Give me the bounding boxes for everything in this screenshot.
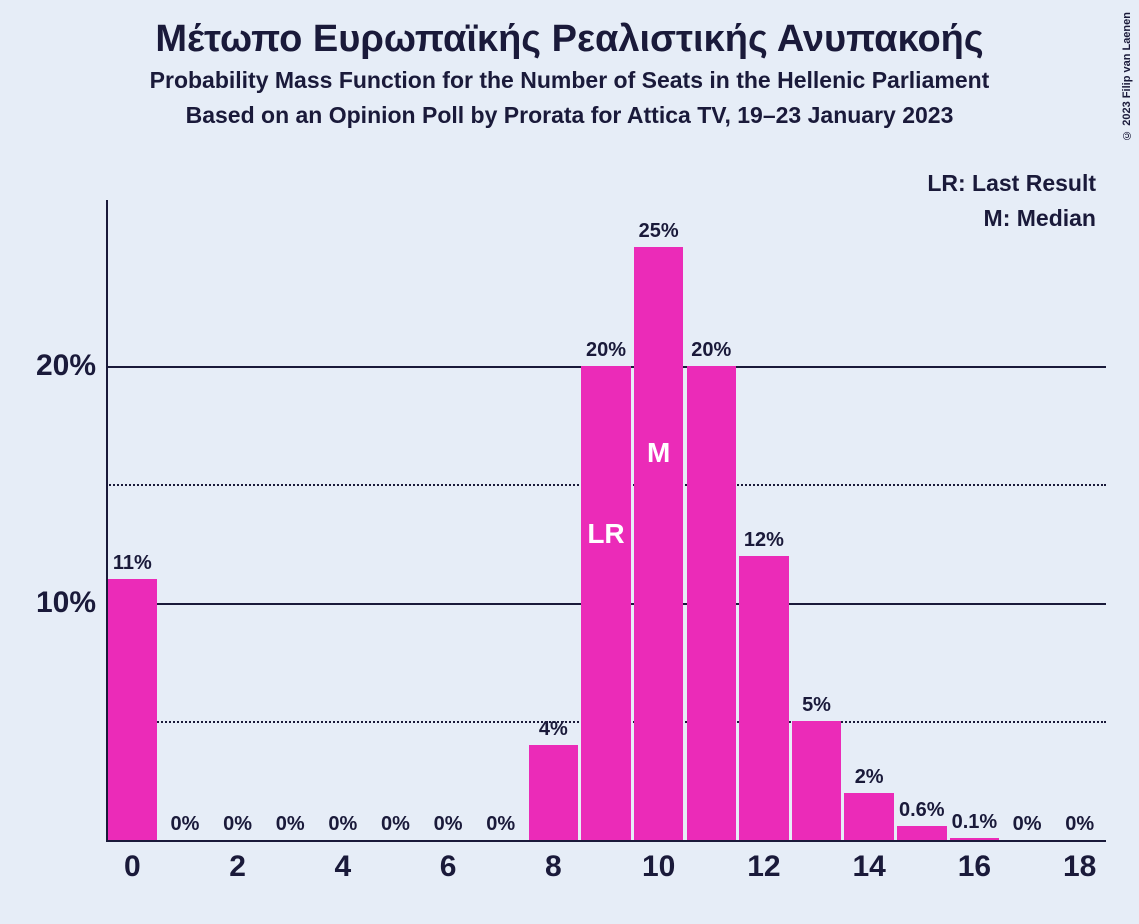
x-axis — [106, 840, 1106, 842]
x-tick-label: 12 — [747, 850, 780, 884]
x-tick-label: 0 — [124, 850, 141, 884]
bar: 5% — [792, 721, 841, 840]
bar-value-label: 0% — [328, 813, 357, 836]
bar-value-label: 20% — [586, 339, 626, 362]
x-tick-label: 18 — [1063, 850, 1096, 884]
bar-annotation: M — [647, 437, 670, 469]
chart-subtitle-2: Based on an Opinion Poll by Prorata for … — [0, 102, 1139, 129]
bar: 0.1% — [950, 838, 999, 840]
x-tick-label: 6 — [440, 850, 457, 884]
bar: 25%M — [634, 247, 683, 840]
bar-value-label: 2% — [855, 766, 884, 789]
chart-plot-area: LR: Last Result M: Median 10%20%11%0%0%0… — [106, 200, 1106, 840]
bar-value-label: 0% — [223, 813, 252, 836]
y-tick-label: 10% — [36, 586, 96, 620]
bar: 20% — [687, 366, 736, 840]
x-tick-label: 4 — [334, 850, 351, 884]
bar-value-label: 0% — [434, 813, 463, 836]
copyright-text: © 2023 Filip van Laenen — [1121, 12, 1133, 141]
bar-value-label: 12% — [744, 529, 784, 552]
bar: 4% — [529, 745, 578, 840]
x-tick-label: 10 — [642, 850, 675, 884]
bar-annotation: LR — [587, 518, 624, 550]
bar-value-label: 0.1% — [952, 811, 998, 834]
bar-value-label: 0.6% — [899, 799, 945, 822]
bar-value-label: 0% — [1013, 813, 1042, 836]
bar-value-label: 0% — [170, 813, 199, 836]
x-tick-label: 8 — [545, 850, 562, 884]
bar-value-label: 20% — [691, 339, 731, 362]
bar: 20%LR — [581, 366, 630, 840]
bar-value-label: 5% — [802, 694, 831, 717]
bar-value-label: 0% — [1065, 813, 1094, 836]
legend-lr: LR: Last Result — [927, 170, 1096, 197]
x-tick-label: 16 — [958, 850, 991, 884]
chart-title: Μέτωπο Ευρωπαϊκής Ρεαλιστικής Ανυπακοής — [0, 0, 1139, 61]
bar-value-label: 25% — [639, 220, 679, 243]
bar-value-label: 4% — [539, 718, 568, 741]
chart-legend: LR: Last Result M: Median — [927, 170, 1096, 232]
legend-m: M: Median — [927, 205, 1096, 232]
bar: 0.6% — [897, 826, 946, 840]
chart-container: Μέτωπο Ευρωπαϊκής Ρεαλιστικής Ανυπακοής … — [0, 0, 1139, 924]
bar: 12% — [739, 556, 788, 840]
bar-value-label: 0% — [486, 813, 515, 836]
x-tick-label: 2 — [229, 850, 246, 884]
bar: 11% — [108, 579, 157, 840]
x-tick-label: 14 — [852, 850, 885, 884]
y-tick-label: 20% — [36, 349, 96, 383]
bar: 2% — [844, 793, 893, 840]
chart-subtitle-1: Probability Mass Function for the Number… — [0, 67, 1139, 94]
bar-value-label: 0% — [276, 813, 305, 836]
bar-value-label: 11% — [113, 552, 152, 575]
bar-value-label: 0% — [381, 813, 410, 836]
